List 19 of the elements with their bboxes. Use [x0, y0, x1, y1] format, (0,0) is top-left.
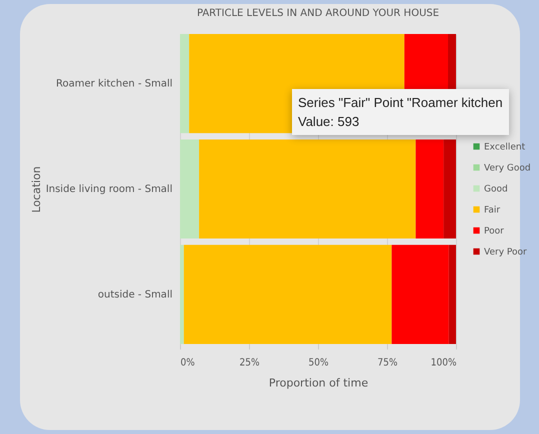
x-tick-label: 75%: [378, 358, 398, 368]
y-axis-title: Location: [30, 166, 43, 213]
x-axis-title: Proportion of time: [268, 376, 368, 390]
annotation: Value: 593: [298, 113, 360, 131]
x-tick-label: 50%: [308, 358, 329, 368]
y-tick-label: Inside living room - Small: [46, 184, 172, 195]
legend-label: Good: [484, 184, 508, 194]
annotation: Series "Fair" Point "Roamer kitchen: [298, 94, 503, 112]
legend-label: Poor: [484, 226, 504, 236]
x-tick-label: 100%: [430, 358, 457, 368]
x-tick-label: 25%: [240, 358, 260, 368]
legend-label: Excellent: [484, 142, 526, 152]
legend-label: Fair: [484, 206, 500, 216]
legend-label: Very Poor: [484, 248, 527, 258]
chart-title: PARTICLE LEVELS IN AND AROUND YOUR HOUSE: [196, 8, 440, 19]
y-tick-label: outside - Small: [98, 289, 172, 300]
y-tick-label: Roamer kitchen - Small: [56, 78, 172, 90]
legend-label: Very Good: [484, 164, 531, 174]
x-tick-label: 0%: [180, 358, 196, 368]
